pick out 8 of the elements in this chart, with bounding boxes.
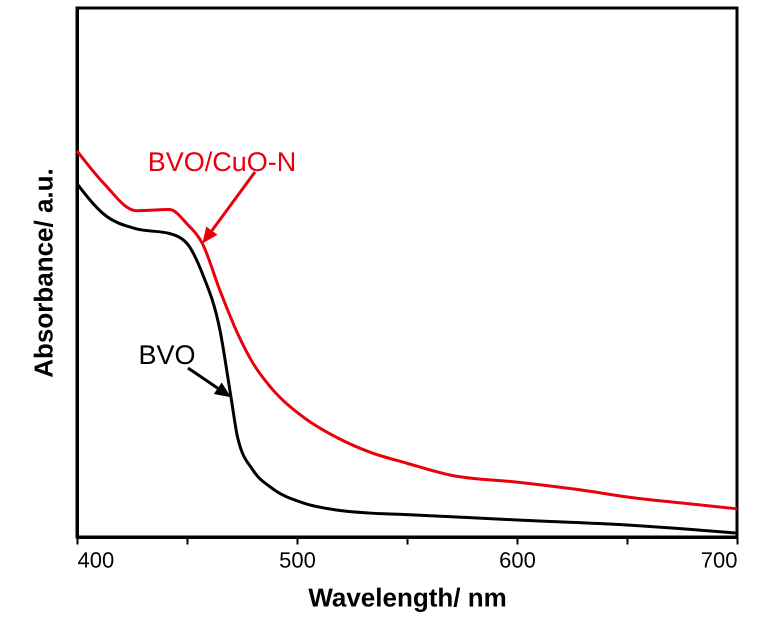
x-tick-label: 600 (499, 548, 536, 572)
series-label: BVO (138, 340, 196, 370)
x-tick-label: 500 (279, 548, 316, 572)
series-label: BVO/CuO-N (148, 147, 296, 177)
x-axis-title: Wavelength/ nm (308, 582, 507, 612)
x-tick-label: 400 (78, 548, 114, 572)
y-axis-title: Absorbance/ a.u. (28, 168, 58, 378)
x-tick-label: 700 (700, 548, 738, 572)
